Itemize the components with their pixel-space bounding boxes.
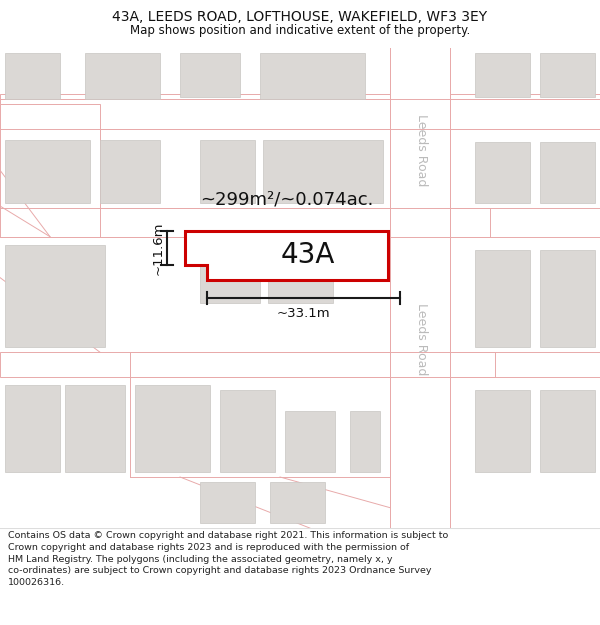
Text: ~299m²/~0.074ac.: ~299m²/~0.074ac.	[200, 191, 373, 209]
Bar	[475, 390, 530, 472]
Bar	[540, 390, 595, 472]
Bar	[5, 245, 105, 347]
Text: Leeds Road: Leeds Road	[415, 114, 428, 186]
Bar	[0, 352, 130, 377]
Bar	[220, 390, 275, 472]
Bar	[260, 52, 365, 99]
Text: 43A: 43A	[280, 241, 335, 269]
Bar	[263, 139, 383, 203]
Bar	[200, 242, 260, 303]
Bar	[0, 104, 100, 237]
Bar	[135, 385, 210, 472]
Bar	[475, 52, 530, 97]
Text: ~33.1m: ~33.1m	[277, 308, 331, 320]
Bar	[270, 482, 325, 523]
Bar	[100, 208, 490, 237]
Bar	[85, 52, 160, 99]
Text: Map shows position and indicative extent of the property.: Map shows position and indicative extent…	[130, 24, 470, 37]
Polygon shape	[185, 231, 388, 279]
Text: 43A, LEEDS ROAD, LOFTHOUSE, WAKEFIELD, WF3 3EY: 43A, LEEDS ROAD, LOFTHOUSE, WAKEFIELD, W…	[112, 11, 488, 24]
Bar	[5, 52, 60, 99]
Bar	[130, 352, 495, 377]
Text: Leeds Road: Leeds Road	[415, 302, 428, 375]
Bar	[100, 139, 160, 203]
Bar	[0, 94, 600, 129]
Bar	[475, 142, 530, 203]
Text: ~11.6m: ~11.6m	[151, 221, 164, 274]
Bar	[65, 385, 125, 472]
Bar	[475, 250, 530, 347]
Bar	[180, 52, 240, 97]
Bar	[5, 139, 90, 203]
Bar	[285, 411, 335, 472]
Bar	[268, 240, 333, 303]
Text: Contains OS data © Crown copyright and database right 2021. This information is : Contains OS data © Crown copyright and d…	[8, 531, 448, 588]
Bar	[200, 482, 255, 523]
Bar	[350, 411, 380, 472]
Bar	[540, 142, 595, 203]
Bar	[540, 52, 595, 97]
Bar	[390, 48, 450, 528]
Bar	[200, 139, 255, 203]
Bar	[5, 385, 60, 472]
Bar	[540, 250, 595, 347]
